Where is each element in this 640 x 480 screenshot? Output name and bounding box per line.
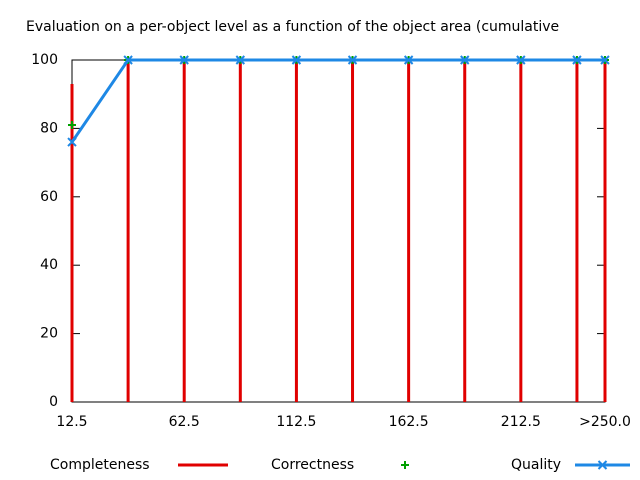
legend-swatch [597,460,608,470]
point-marker [235,55,246,65]
point-marker [67,137,77,147]
y-tick-label: 80 [40,120,58,136]
plot-border [71,59,606,403]
line [70,58,605,143]
point-marker [403,55,414,65]
point-marker [572,55,582,65]
legend-label: Completeness [50,457,150,473]
point-marker [600,55,610,65]
x-tick-label: 12.5 [56,414,87,430]
legend-label: Quality [511,457,561,473]
y-tick-label: 100 [31,52,58,68]
x-tick-label: 112.5 [276,414,316,430]
legend-swatch [401,461,409,469]
legend-label: Correctness [271,457,354,473]
x-tick-label: 62.5 [169,414,200,430]
point-marker [460,55,470,65]
chart-title: Evaluation on a per-object level as a fu… [26,19,559,35]
y-tick-label: 40 [40,257,58,273]
point-marker [347,55,358,65]
y-tick-label: 20 [40,326,58,342]
x-tick-label: >250.0 [579,414,631,430]
point-marker [179,55,189,65]
point-marker [516,55,526,65]
y-tick-label: 0 [49,394,58,410]
point-marker [123,55,133,65]
point-marker [68,120,76,129]
y-tick-label: 60 [40,189,58,205]
point-marker [291,55,302,65]
x-tick-label: 162.5 [389,414,429,430]
x-tick-label: 212.5 [501,414,541,430]
